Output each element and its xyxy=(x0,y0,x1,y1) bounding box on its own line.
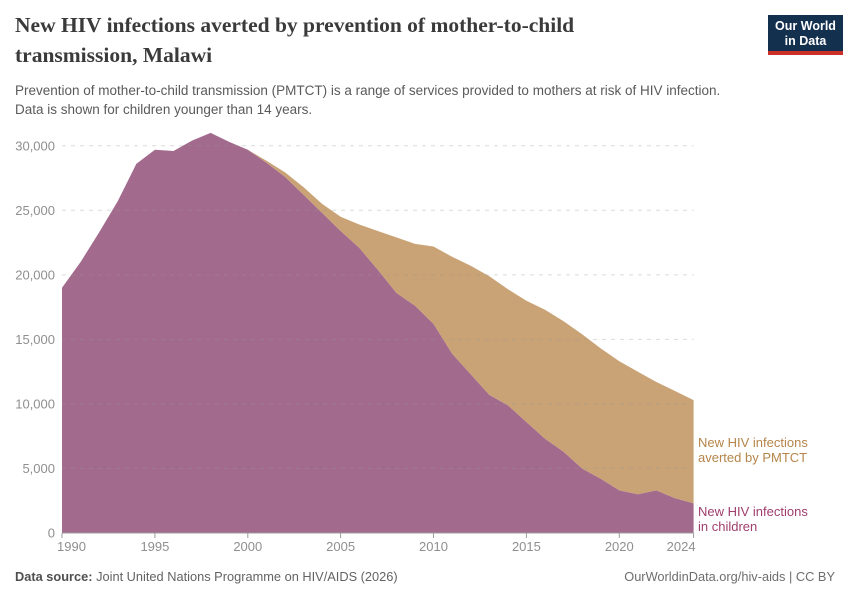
page-title: New HIV infections averted by prevention… xyxy=(15,10,735,70)
area-children xyxy=(62,132,694,533)
x-tick-label: 2020 xyxy=(605,539,634,554)
owid-logo-text: Our World xyxy=(775,19,836,33)
series-label-line: averted by PMTCT xyxy=(698,450,808,465)
x-tick-label: 2015 xyxy=(512,539,541,554)
y-tick-label: 25,000 xyxy=(15,203,55,218)
y-tick-label: 5,000 xyxy=(22,461,55,476)
series-label-line: New HIV infections xyxy=(698,504,808,519)
owid-logo-text: in Data xyxy=(784,33,827,48)
chart-subtitle: Prevention of mother-to-child transmissi… xyxy=(15,81,815,119)
x-tick-label: 1995 xyxy=(140,539,169,554)
y-tick-label: 15,000 xyxy=(15,332,55,347)
data-source-text: Joint United Nations Programme on HIV/AI… xyxy=(96,569,398,584)
x-tick-label: 1990 xyxy=(57,539,86,554)
y-tick-label: 0 xyxy=(48,526,55,541)
owid-logo: Our World in Data xyxy=(768,15,843,55)
data-source: Data source: Joint United Nations Progra… xyxy=(15,569,398,585)
series-label-children: New HIV infections in children xyxy=(698,504,808,534)
y-tick-label: 10,000 xyxy=(15,396,55,411)
subtitle-line: Prevention of mother-to-child transmissi… xyxy=(15,83,721,98)
data-source-label: Data source: xyxy=(15,569,93,584)
series-label-averted: New HIV infections averted by PMTCT xyxy=(698,435,808,465)
subtitle-line: Data is shown for children younger than … xyxy=(15,102,313,117)
title-line: New HIV infections averted by prevention… xyxy=(15,13,575,37)
title-line: transmission, Malawi xyxy=(15,43,213,67)
chart-footer: Data source: Joint United Nations Progra… xyxy=(15,569,835,585)
x-tick-label: 2024 xyxy=(667,539,696,554)
series-label-line: New HIV infections xyxy=(698,435,808,450)
area-averted xyxy=(62,132,694,504)
y-tick-label: 20,000 xyxy=(15,267,55,282)
series-label-line: in children xyxy=(698,519,758,534)
x-tick-label: 2005 xyxy=(326,539,355,554)
y-tick-label: 30,000 xyxy=(15,138,55,153)
x-tick-label: 2010 xyxy=(419,539,448,554)
license-link[interactable]: OurWorldinData.org/hiv-aids | CC BY xyxy=(624,569,835,584)
x-tick-label: 2000 xyxy=(233,539,262,554)
